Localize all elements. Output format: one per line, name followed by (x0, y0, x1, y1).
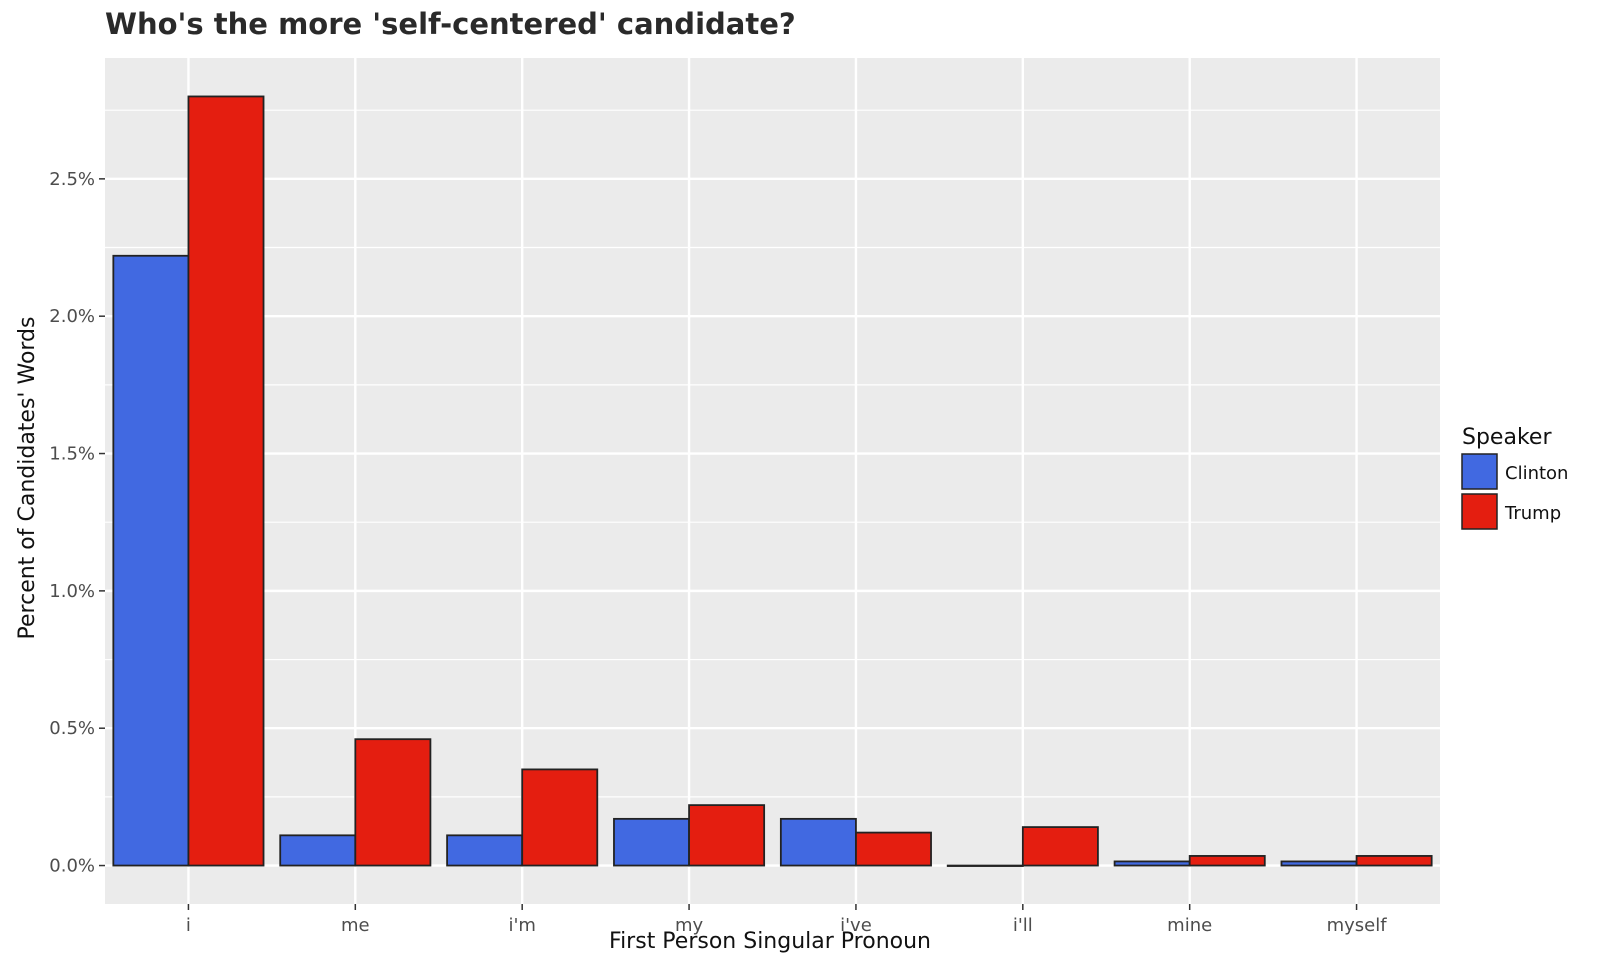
x-tick-label-2: i'm (508, 915, 535, 936)
legend: Speaker Clinton Trump (1461, 425, 1568, 530)
y-axis: 0.0% 0.5% 1.0% 1.5% 2.0% 2.5% (49, 169, 105, 877)
bar-clinton-6 (1113, 860, 1191, 867)
x-tick-label-0: i (186, 915, 191, 936)
bar-clinton-0 (112, 254, 190, 867)
x-axis: i me i'm my i've i'll mine myself (186, 904, 1387, 936)
bar-trump-1 (354, 738, 432, 867)
minor-gridlines (105, 109, 1440, 798)
x-tick-label-3: my (675, 915, 704, 936)
bar-clinton-3 (613, 817, 690, 867)
legend-label-trump: Trump (1504, 503, 1561, 524)
legend-title: Speaker (1462, 425, 1552, 450)
bar-clinton-2 (446, 834, 524, 867)
y-tick-label-5: 2.5% (49, 169, 95, 190)
bar-trump-7 (1355, 855, 1433, 867)
chart-title: Who's the more 'self-centered' candidate… (105, 7, 796, 41)
bar-clinton-7 (1280, 860, 1358, 867)
plot-panel (105, 58, 1440, 904)
bar-clinton-4 (779, 817, 857, 867)
bar-clinton-1 (279, 834, 357, 867)
x-tick-label-7: myself (1327, 915, 1388, 936)
y-tick-label-1: 0.5% (49, 718, 95, 739)
bar-trump-2 (521, 768, 599, 867)
legend-key-trump (1461, 493, 1498, 530)
y-axis-title: Percent of Candidates' Words (15, 317, 40, 640)
legend-label-clinton: Clinton (1505, 463, 1568, 484)
bar-trump-3 (688, 804, 766, 867)
y-tick-label-4: 2.0% (49, 306, 95, 327)
x-axis-title: First Person Singular Pronoun (609, 929, 931, 954)
x-tick-label-6: mine (1167, 915, 1212, 936)
bar-trump-6 (1188, 855, 1266, 867)
y-tick-label-2: 1.0% (49, 581, 95, 602)
bar-trump-4 (855, 831, 932, 867)
bar-trump-5 (1021, 826, 1099, 867)
y-tick-label-3: 1.5% (49, 444, 95, 465)
bar-clinton-5 (946, 864, 1024, 867)
y-tick-label-0: 0.0% (49, 856, 95, 877)
x-tick-label-1: me (341, 915, 370, 936)
legend-key-clinton (1461, 453, 1498, 490)
x-tick-label-5: i'll (1013, 915, 1033, 936)
x-tick-label-4: i've (840, 915, 872, 936)
bar-trump-0 (187, 95, 265, 867)
bars (112, 95, 1433, 867)
